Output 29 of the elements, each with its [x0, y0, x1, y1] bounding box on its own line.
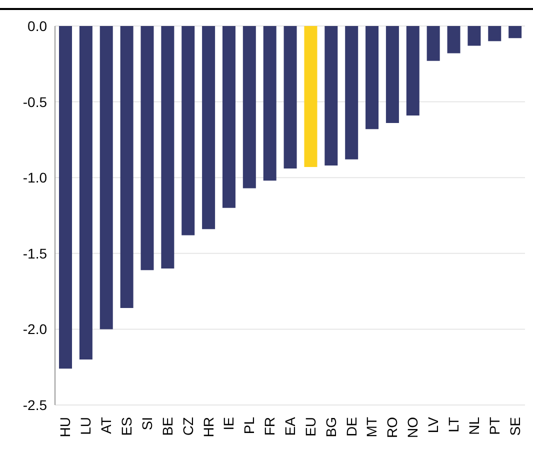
y-tick-label: -2.5 [22, 396, 48, 413]
y-tick-label: 0.0 [28, 18, 48, 34]
x-tick-label: PL [241, 416, 258, 434]
x-tick-label: PT [486, 416, 502, 435]
x-tick-label: SI [138, 417, 155, 430]
x-tick-label: LV [425, 416, 442, 434]
x-tick-label: IE [220, 417, 237, 430]
y-tick-label: -0.5 [22, 94, 48, 110]
x-tick-label: EU [302, 417, 318, 436]
x-tick-label: BE [159, 417, 176, 436]
x-tick-label: HU [57, 417, 74, 438]
y-tick-label: -1.0 [22, 170, 48, 186]
x-tick-label: LU [78, 417, 94, 435]
x-tick-label: HR [200, 417, 216, 438]
x-tick-label: ES [118, 417, 135, 436]
x-tick-label: RO [384, 416, 400, 438]
x-tick-label: NO [404, 416, 421, 438]
y-tick-label: -1.5 [22, 245, 48, 262]
x-tick-label: MT [364, 416, 380, 438]
x-tick-label: NL [466, 416, 482, 435]
x-tick-label: LT [445, 416, 462, 432]
x-tick-label: EA [282, 416, 298, 436]
y-tick-label: -2.0 [22, 321, 48, 338]
x-tick-label: DE [343, 417, 360, 436]
x-tick-label: BG [322, 417, 339, 438]
x-tick-label: SE [506, 417, 523, 436]
x-tick-label: FR [262, 417, 278, 436]
x-tick-label: CZ [180, 416, 196, 436]
x-tick-label: AT [98, 416, 114, 434]
